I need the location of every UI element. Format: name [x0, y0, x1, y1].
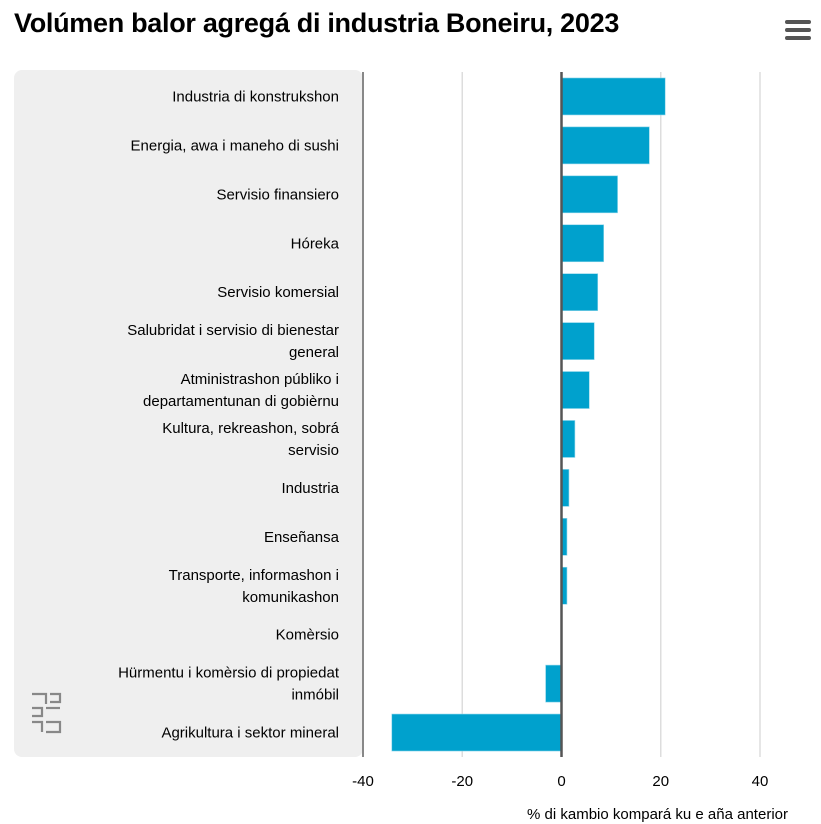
category-label: general [289, 344, 339, 361]
bar [561, 322, 595, 360]
category-label: servisio [288, 442, 339, 459]
bar [391, 713, 562, 752]
category-label: Industria [281, 480, 339, 497]
bar [561, 126, 650, 165]
category-label: Salubridat i servisio di bienestar [127, 322, 339, 339]
category-label: Energia, awa i maneho di sushi [131, 137, 339, 154]
cbs-logo [32, 692, 62, 734]
hamburger-menu-icon[interactable] [785, 20, 811, 44]
category-label: inmóbil [291, 687, 339, 704]
category-label: Servisio finansiero [216, 186, 339, 203]
x-tick-label: 40 [752, 773, 769, 790]
category-label: Industria di konstrukshon [172, 88, 339, 105]
bar [561, 224, 604, 263]
category-label: Servisio komersial [217, 284, 339, 301]
bar [561, 77, 666, 116]
category-label: Atministrashon públiko i [181, 371, 339, 388]
bar [561, 273, 599, 311]
x-tick-label: 0 [557, 773, 565, 790]
bar [545, 664, 562, 703]
category-label: Kultura, rekreashon, sobrá [162, 420, 339, 437]
x-tick-label: -40 [352, 773, 374, 790]
label-panel [14, 70, 363, 757]
chart-title: Volúmen balor agregá di industria Boneir… [14, 8, 620, 38]
category-label: komunikashon [242, 589, 339, 606]
category-label: Agrikultura i sektor mineral [161, 725, 339, 742]
category-label: departamentunan di gobièrnu [143, 393, 339, 410]
x-tick-label: -20 [451, 773, 473, 790]
category-label: Komèrsio [276, 627, 339, 644]
category-label: Hóreka [291, 235, 340, 252]
category-label: Transporte, informashon i [169, 567, 339, 584]
bar [561, 371, 590, 409]
bar [561, 175, 618, 214]
category-label: Enseñansa [264, 529, 340, 546]
x-tick-label: 20 [652, 773, 669, 790]
bar [561, 420, 576, 458]
x-axis-label: % di kambio kompará ku e aña anterior [527, 806, 788, 823]
category-label: Hürmentu i komèrsio di propiedat [118, 665, 340, 682]
